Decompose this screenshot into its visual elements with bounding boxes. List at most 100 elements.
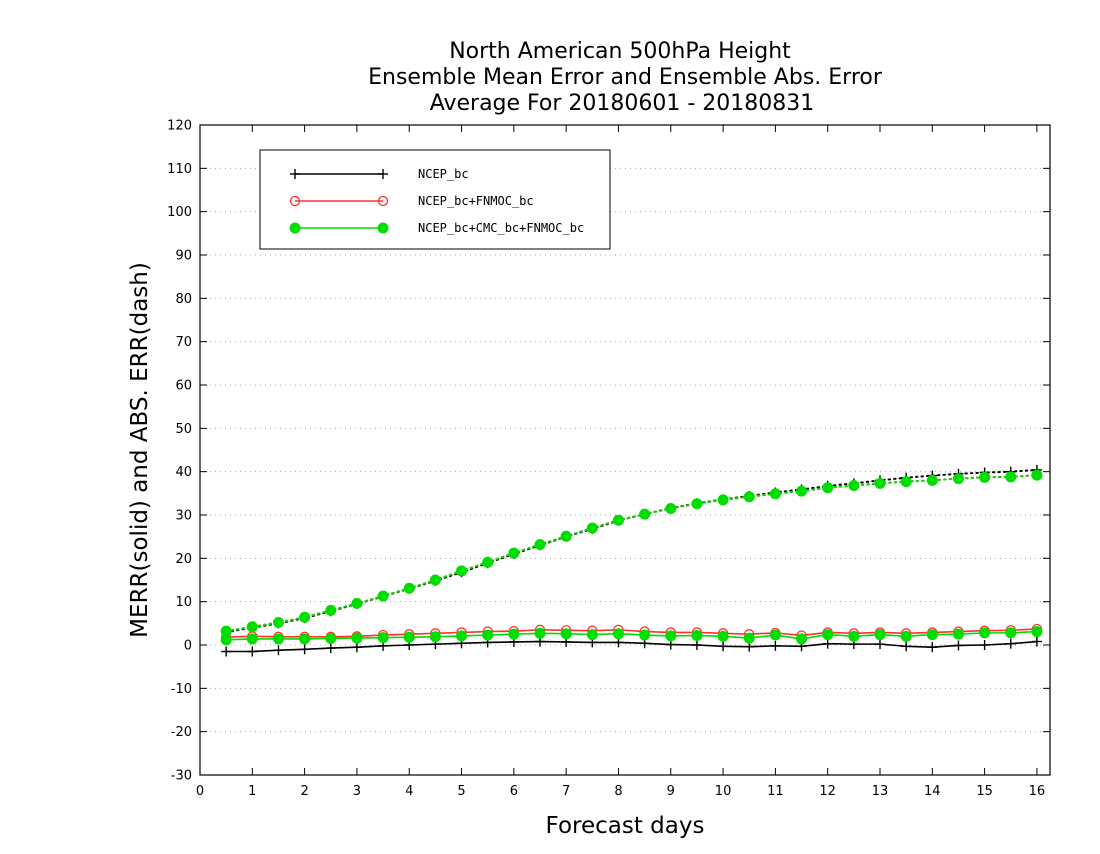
- series-2-abs-error-point: [586, 522, 598, 534]
- legend: NCEP_bc NCEP_bc+FNMOC_bc NCEP_bc+CMC_bc+FN…: [259, 149, 611, 250]
- x-tick-label: 16: [1029, 784, 1046, 799]
- series-2-abs-error-point: [639, 508, 651, 520]
- y-tick-label: 100: [167, 205, 192, 220]
- series-2: [220, 469, 1043, 646]
- legend-label: NCEP_bc+FNMOC_bc: [418, 194, 534, 208]
- x-tick-label: 11: [767, 784, 784, 799]
- x-tick-label: 8: [614, 784, 622, 799]
- series-2-mean-error-point: [377, 632, 389, 644]
- series-2-mean-error-point: [900, 630, 912, 642]
- x-tick-label: 3: [353, 784, 361, 799]
- series-2-abs-error-point: [848, 480, 860, 492]
- series-2-abs-error-point: [272, 616, 284, 628]
- chart-title-line-2: Ensemble Mean Error and Ensemble Abs. Er…: [368, 65, 883, 90]
- series-2-abs-error-point: [482, 556, 494, 568]
- y-tick-label: 70: [175, 335, 192, 350]
- y-tick-label: 110: [167, 162, 192, 177]
- series-2-abs-error-point: [299, 611, 311, 623]
- y-tick-label: 10: [175, 595, 192, 610]
- y-tick-label: -30: [171, 769, 192, 784]
- series-2-abs-error-point: [717, 494, 729, 506]
- series-2-abs-error-point: [325, 604, 337, 616]
- x-tick-label: 2: [300, 784, 308, 799]
- series-2-mean-error-point: [926, 629, 938, 641]
- y-tick-label: 0: [184, 639, 192, 654]
- legend-entry-2: NCEP_bc+CMC_bc+FNMOC_bc: [289, 221, 584, 235]
- grid-layer: [200, 167, 1050, 733]
- series-2-abs-error-point: [246, 621, 258, 633]
- series-2-abs-error-point: [691, 498, 703, 510]
- y-tick-label: 50: [175, 422, 192, 437]
- series-2-mean-error-point: [351, 632, 363, 644]
- legend-marker: [377, 195, 389, 207]
- series-2-abs-error-point: [769, 488, 781, 500]
- series-0: [221, 464, 1042, 657]
- series-2-abs-error-point: [979, 471, 991, 483]
- series-2-mean-error-point: [325, 633, 337, 644]
- series-layer: [220, 464, 1043, 657]
- series-2-mean-error-point: [874, 629, 886, 641]
- series-2-mean-error-point: [534, 627, 546, 639]
- series-2-mean-error-point: [639, 629, 651, 641]
- series-2-mean-error-point: [456, 630, 468, 642]
- series-0-mean-error-line: [226, 640, 1037, 653]
- series-2-mean-error-point: [1031, 626, 1043, 638]
- series-2-abs-error-point: [429, 574, 441, 586]
- legend-marker: [289, 222, 301, 234]
- series-2-mean-error-point: [717, 630, 729, 642]
- series-1: [221, 469, 1043, 643]
- series-2-abs-error-line: [225, 474, 1038, 633]
- chart-title-line-3: Average For 20180601 - 20180831: [430, 91, 815, 116]
- series-2-mean-error-point: [246, 633, 258, 645]
- x-tick-label: 6: [510, 784, 518, 799]
- series-2-mean-error-point: [822, 629, 834, 641]
- y-tick-label: 20: [175, 552, 192, 567]
- y-tick-label: -20: [171, 725, 192, 740]
- y-tick-label: 40: [175, 465, 192, 480]
- series-2-abs-error-point: [1005, 471, 1017, 483]
- series-2-abs-error-point: [822, 482, 834, 494]
- series-2-mean-error-point: [796, 633, 808, 645]
- series-2-abs-error-point: [874, 477, 886, 489]
- series-2-abs-error-point: [403, 582, 415, 594]
- x-tick-label: 1: [248, 784, 256, 799]
- series-2-abs-error-point: [456, 565, 468, 577]
- series-2-mean-error-point: [691, 629, 703, 641]
- series-2-mean-error-point: [299, 633, 311, 645]
- series-2-abs-error-point: [220, 625, 232, 637]
- x-tick-label: 9: [667, 784, 675, 799]
- y-tick-label: 30: [175, 509, 192, 524]
- series-2-mean-error-point: [586, 629, 598, 641]
- series-2-mean-error-point: [403, 631, 415, 643]
- series-2-abs-error-point: [796, 485, 808, 497]
- series-2-mean-error-point: [979, 627, 991, 639]
- y-tick-label: 90: [175, 249, 192, 264]
- x-tick-label: 7: [562, 784, 570, 799]
- x-tick-label: 10: [715, 784, 732, 799]
- series-2-mean-error-point: [743, 632, 755, 644]
- series-2-abs-error-point: [612, 514, 624, 526]
- series-2-abs-error-point: [926, 474, 938, 486]
- series-2-abs-error-point: [351, 597, 363, 609]
- series-2-abs-error-point: [377, 590, 389, 602]
- series-2-abs-error-point: [900, 476, 912, 488]
- series-2-mean-error-point: [665, 630, 677, 642]
- series-2-abs-error-point: [665, 503, 677, 514]
- series-2-abs-error-point: [508, 547, 520, 559]
- plot-frame: [199, 124, 1051, 776]
- y-tick-label: 120: [167, 119, 192, 134]
- x-tick-label: 0: [196, 784, 204, 799]
- series-1-abs-error-line: [225, 474, 1038, 633]
- series-2-abs-error-point: [560, 530, 572, 542]
- series-2-mean-error-point: [952, 628, 964, 640]
- series-2-abs-error-point: [534, 538, 546, 550]
- chart-title-line-1: North American 500hPa Height: [449, 39, 791, 64]
- series-2-abs-error-point: [743, 491, 755, 503]
- x-tick-label: 5: [457, 784, 465, 799]
- series-2-mean-error-point: [482, 629, 494, 641]
- series-2-mean-error-point: [272, 633, 284, 645]
- legend-marker: [289, 195, 301, 207]
- y-tick-label: 60: [175, 379, 192, 394]
